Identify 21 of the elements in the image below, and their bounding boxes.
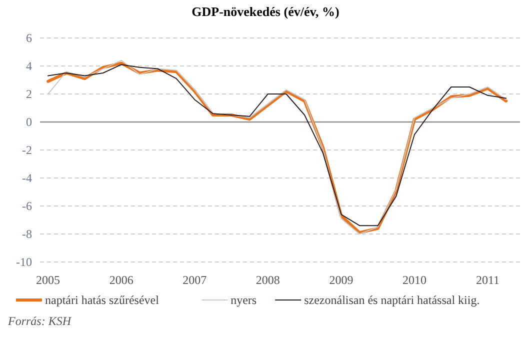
x-tick-label: 2007 (182, 273, 207, 287)
y-tick-label: 6 (26, 31, 32, 46)
y-tick-label: 0 (26, 115, 32, 130)
x-tick-label: 2009 (329, 273, 354, 287)
y-tick-label: 4 (26, 59, 32, 74)
y-tick-label: -8 (22, 227, 32, 242)
legend-label: naptári hatás szűrésével (45, 293, 160, 308)
y-tick-label: -2 (22, 143, 32, 158)
y-tick-label: -6 (22, 199, 32, 214)
x-tick-label: 2005 (36, 273, 60, 287)
y-tick-label: 2 (26, 87, 32, 102)
x-tick-label: 2006 (109, 273, 134, 287)
x-tick-label: 2008 (256, 273, 280, 287)
text: Forrás: KSH (7, 314, 72, 328)
legend-label: szezonálisan és naptári hatással kiig. (304, 293, 480, 308)
x-tick-label: 2011 (476, 273, 500, 287)
chart-title: GDP-növekedés (év/év, %) (192, 4, 340, 19)
x-tick-label: 2010 (402, 273, 426, 287)
legend-label: nyers (230, 293, 257, 308)
y-tick-label: -10 (16, 255, 32, 270)
y-tick-label: -4 (22, 171, 32, 186)
